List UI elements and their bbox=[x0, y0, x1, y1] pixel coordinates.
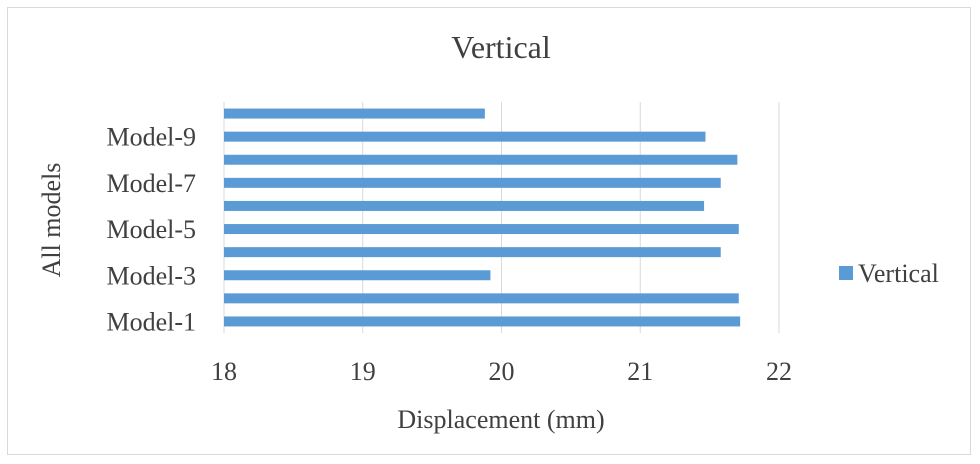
legend-label: Vertical bbox=[858, 259, 939, 288]
x-tick-label: 21 bbox=[627, 357, 653, 386]
x-tick-label: 18 bbox=[211, 357, 237, 386]
y-tick-label: Model-5 bbox=[106, 215, 196, 244]
bar-model-1 bbox=[224, 316, 741, 327]
bar-model-6 bbox=[224, 200, 705, 211]
bar-model-5 bbox=[224, 224, 739, 235]
chart-title: Vertical bbox=[451, 29, 551, 65]
x-tick-label: 19 bbox=[350, 357, 376, 386]
bar-model-3 bbox=[224, 270, 491, 281]
legend: Vertical bbox=[839, 259, 939, 288]
y-tick-label: Model-3 bbox=[106, 261, 196, 290]
y-tick-label: Model-9 bbox=[106, 123, 196, 152]
y-tick-label: Model-1 bbox=[106, 307, 196, 336]
bars bbox=[224, 108, 741, 327]
bar-model-9 bbox=[224, 131, 706, 142]
bar-model-8 bbox=[224, 154, 738, 165]
bar-model-4 bbox=[224, 247, 721, 258]
x-axis-title: Displacement (mm) bbox=[397, 405, 604, 434]
y-axis-title: All models bbox=[37, 163, 66, 278]
x-axis-ticks: 18 19 20 21 22 bbox=[211, 357, 792, 386]
bar-model-10 bbox=[224, 108, 485, 119]
bar-model-7 bbox=[224, 177, 721, 188]
y-tick-label: Model-7 bbox=[106, 169, 196, 198]
x-tick-label: 20 bbox=[489, 357, 515, 386]
x-tick-label: 22 bbox=[766, 357, 792, 386]
legend-swatch bbox=[839, 266, 853, 280]
bar-model-2 bbox=[224, 293, 739, 304]
y-axis-ticks: Model-1 Model-3 Model-5 Model-7 Model-9 bbox=[106, 123, 196, 337]
